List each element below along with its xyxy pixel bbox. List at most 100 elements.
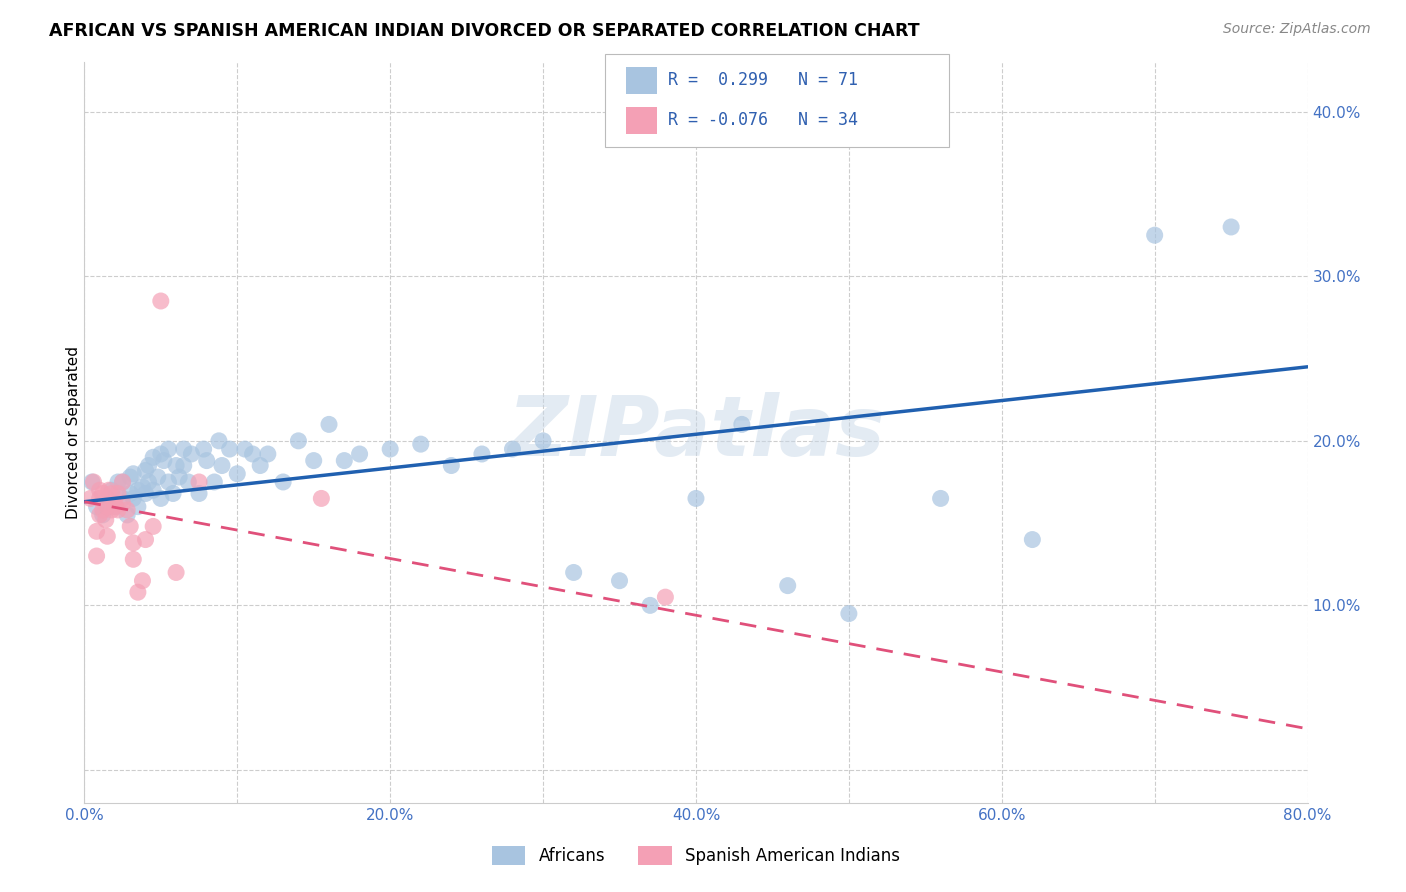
Point: [157, 475, 180, 489]
Point: [91, 508, 114, 522]
Point: [120, 486, 142, 500]
Point: [120, 470, 142, 484]
Point: [142, 450, 165, 465]
Point: [165, 566, 187, 580]
Point: [122, 552, 145, 566]
Point: [135, 486, 157, 500]
Point: [153, 453, 176, 467]
Point: [531, 434, 554, 448]
Point: [122, 467, 145, 481]
Point: [165, 458, 187, 473]
Point: [188, 475, 211, 489]
Point: [80, 475, 103, 489]
Point: [111, 496, 134, 510]
Y-axis label: Divorced or Separated: Divorced or Separated: [66, 346, 80, 519]
Point: [135, 463, 157, 477]
Point: [440, 458, 463, 473]
Point: [776, 579, 799, 593]
Point: [311, 491, 333, 506]
Point: [654, 590, 676, 604]
Point: [562, 566, 585, 580]
Point: [101, 503, 124, 517]
Text: ZIPatlas: ZIPatlas: [508, 392, 884, 473]
Point: [609, 574, 631, 588]
Point: [685, 491, 707, 506]
Point: [149, 491, 172, 506]
Point: [188, 486, 211, 500]
Point: [226, 467, 249, 481]
Point: [318, 417, 340, 432]
Point: [96, 500, 118, 514]
Point: [115, 503, 138, 517]
Point: [1021, 533, 1043, 547]
Point: [91, 503, 114, 517]
Point: [122, 491, 145, 506]
Point: [195, 453, 218, 467]
Point: [131, 480, 153, 494]
Point: [1220, 219, 1243, 234]
Point: [104, 500, 127, 514]
Point: [111, 475, 134, 489]
Point: [97, 483, 120, 498]
Point: [193, 442, 215, 456]
Point: [107, 475, 129, 489]
Point: [127, 483, 149, 498]
Text: AFRICAN VS SPANISH AMERICAN INDIAN DIVORCED OR SEPARATED CORRELATION CHART: AFRICAN VS SPANISH AMERICAN INDIAN DIVOR…: [49, 22, 920, 40]
Point: [271, 475, 294, 489]
Point: [380, 442, 402, 456]
Text: R =  0.299   N = 71: R = 0.299 N = 71: [668, 71, 858, 89]
Point: [349, 447, 371, 461]
Point: [142, 483, 165, 498]
Point: [157, 442, 180, 456]
Point: [202, 475, 225, 489]
Point: [135, 533, 157, 547]
Point: [107, 503, 129, 517]
Point: [89, 491, 111, 506]
Point: [838, 607, 860, 621]
Point: [502, 442, 524, 456]
Point: [162, 486, 184, 500]
Point: [120, 519, 142, 533]
Point: [211, 458, 233, 473]
Point: [122, 536, 145, 550]
Legend: Africans, Spanish American Indians: Africans, Spanish American Indians: [492, 846, 900, 865]
Point: [127, 585, 149, 599]
Point: [257, 447, 280, 461]
Point: [167, 470, 190, 484]
Point: [94, 513, 117, 527]
Point: [107, 486, 129, 500]
Point: [173, 458, 195, 473]
Point: [471, 447, 494, 461]
Point: [638, 599, 661, 613]
Point: [249, 458, 271, 473]
Point: [86, 549, 108, 563]
Point: [146, 470, 169, 484]
Point: [302, 453, 325, 467]
Point: [138, 475, 160, 489]
Point: [149, 447, 172, 461]
Point: [111, 491, 134, 506]
Point: [731, 417, 754, 432]
Point: [91, 486, 114, 500]
Point: [333, 453, 356, 467]
Point: [101, 486, 124, 500]
Point: [409, 437, 432, 451]
Point: [127, 500, 149, 514]
Point: [242, 447, 264, 461]
Point: [104, 500, 127, 514]
Point: [287, 434, 309, 448]
Text: R = -0.076   N = 34: R = -0.076 N = 34: [668, 112, 858, 129]
Point: [149, 293, 172, 308]
Point: [180, 447, 202, 461]
Point: [929, 491, 952, 506]
Point: [173, 442, 195, 456]
Point: [142, 519, 165, 533]
Point: [1143, 228, 1166, 243]
Point: [115, 508, 138, 522]
Point: [233, 442, 256, 456]
Text: Source: ZipAtlas.com: Source: ZipAtlas.com: [1223, 22, 1371, 37]
Point: [101, 483, 124, 498]
Point: [83, 475, 105, 489]
Point: [89, 508, 111, 522]
Point: [131, 574, 153, 588]
